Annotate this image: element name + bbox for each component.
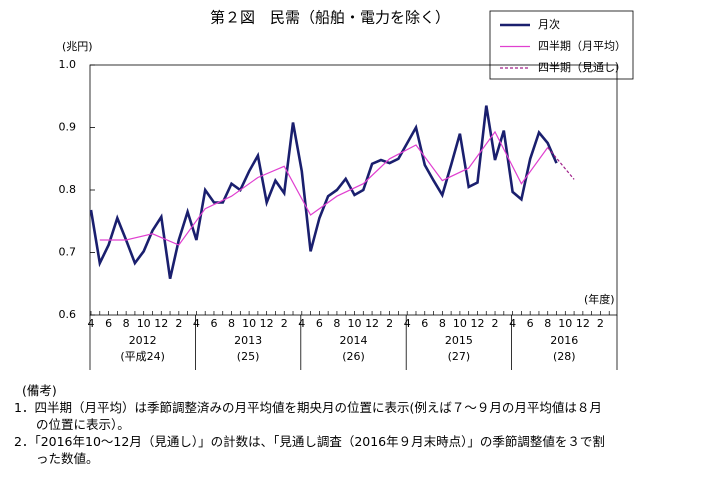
y-tick-label: 0.9 (59, 121, 77, 134)
x-tick-label: 4 (509, 317, 516, 330)
x-tick-label: 2 (175, 317, 182, 330)
series-line (547, 147, 575, 180)
y-tick-label: 0.7 (59, 246, 77, 259)
series-line (99, 130, 549, 246)
y-tick-label: 0.6 (59, 308, 77, 321)
legend-box (489, 10, 634, 80)
x-tick-label: 4 (404, 317, 411, 330)
x-tick-label: 8 (123, 317, 130, 330)
x-tick-label: 10 (242, 317, 256, 330)
x-tick-label: 4 (88, 317, 95, 330)
legend-label: 四半期（月平均） (538, 39, 626, 53)
x-tick-label: 2 (492, 317, 499, 330)
x-tick-label: 8 (333, 317, 340, 330)
notes-heading: (備考) (22, 383, 57, 398)
legend-label: 月次 (538, 17, 560, 31)
x-tick-label: 8 (228, 317, 235, 330)
x-tick-label: 12 (470, 317, 484, 330)
chart-title: 第２図 民需（船舶・電力を除く） (210, 9, 450, 27)
fiscal-year-label: 2014 (340, 334, 368, 347)
fiscal-year-label: 2015 (445, 334, 473, 347)
x-tick-label: 8 (544, 317, 551, 330)
x-tick-label: 12 (260, 317, 274, 330)
x-tick-label: 8 (439, 317, 446, 330)
fiscal-year-label: 2016 (550, 334, 578, 347)
x-tick-label: 4 (298, 317, 305, 330)
era-label: (26) (342, 350, 365, 363)
fiscal-year-label: 2012 (129, 334, 157, 347)
era-label: (27) (448, 350, 471, 363)
x-tick-label: 2 (597, 317, 604, 330)
y-tick-label: 0.8 (59, 183, 77, 196)
series-line (89, 105, 558, 279)
note: 1．四半期（月平均）は季節調整済みの月平均値を期央月の位置に表示(例えば７～９月… (14, 400, 602, 432)
x-tick-label: 6 (105, 317, 112, 330)
y-unit: (兆円) (62, 40, 93, 53)
era-label: (28) (553, 350, 576, 363)
x-tick-label: 6 (421, 317, 428, 330)
x-tick-label: 6 (210, 317, 217, 330)
x-unit: (年度) (584, 292, 615, 306)
x-tick-label: 10 (558, 317, 572, 330)
era-label: (平成24) (120, 350, 165, 363)
y-tick-label: 1.0 (59, 58, 77, 71)
x-tick-label: 12 (576, 317, 590, 330)
x-tick-label: 10 (348, 317, 362, 330)
note: 2．「2016年10～12月（見通し）」の計数は、「見通し調査（2016年９月末… (14, 434, 605, 466)
x-tick-label: 10 (137, 317, 151, 330)
x-tick-label: 10 (453, 317, 467, 330)
chart: 第２図 民需（船舶・電力を除く） (兆円) (年度) 0.6 0.7 0.8 0.9 1… (59, 9, 634, 370)
notes: (備考) 1．四半期（月平均）は季節調整済みの月平均値を期央月の位置に表示(例え… (14, 382, 614, 467)
x-tick-label: 4 (193, 317, 200, 330)
fiscal-year-label: 2013 (234, 334, 262, 347)
legend-label: 四半期（見通し） (538, 60, 626, 74)
x-tick-label: 12 (154, 317, 168, 330)
x-tick-label: 2 (281, 317, 288, 330)
x-tick-label: 6 (527, 317, 534, 330)
x-tick-label: 2 (386, 317, 393, 330)
era-label: (25) (237, 350, 260, 363)
x-tick-label: 6 (316, 317, 323, 330)
x-tick-label: 12 (365, 317, 379, 330)
